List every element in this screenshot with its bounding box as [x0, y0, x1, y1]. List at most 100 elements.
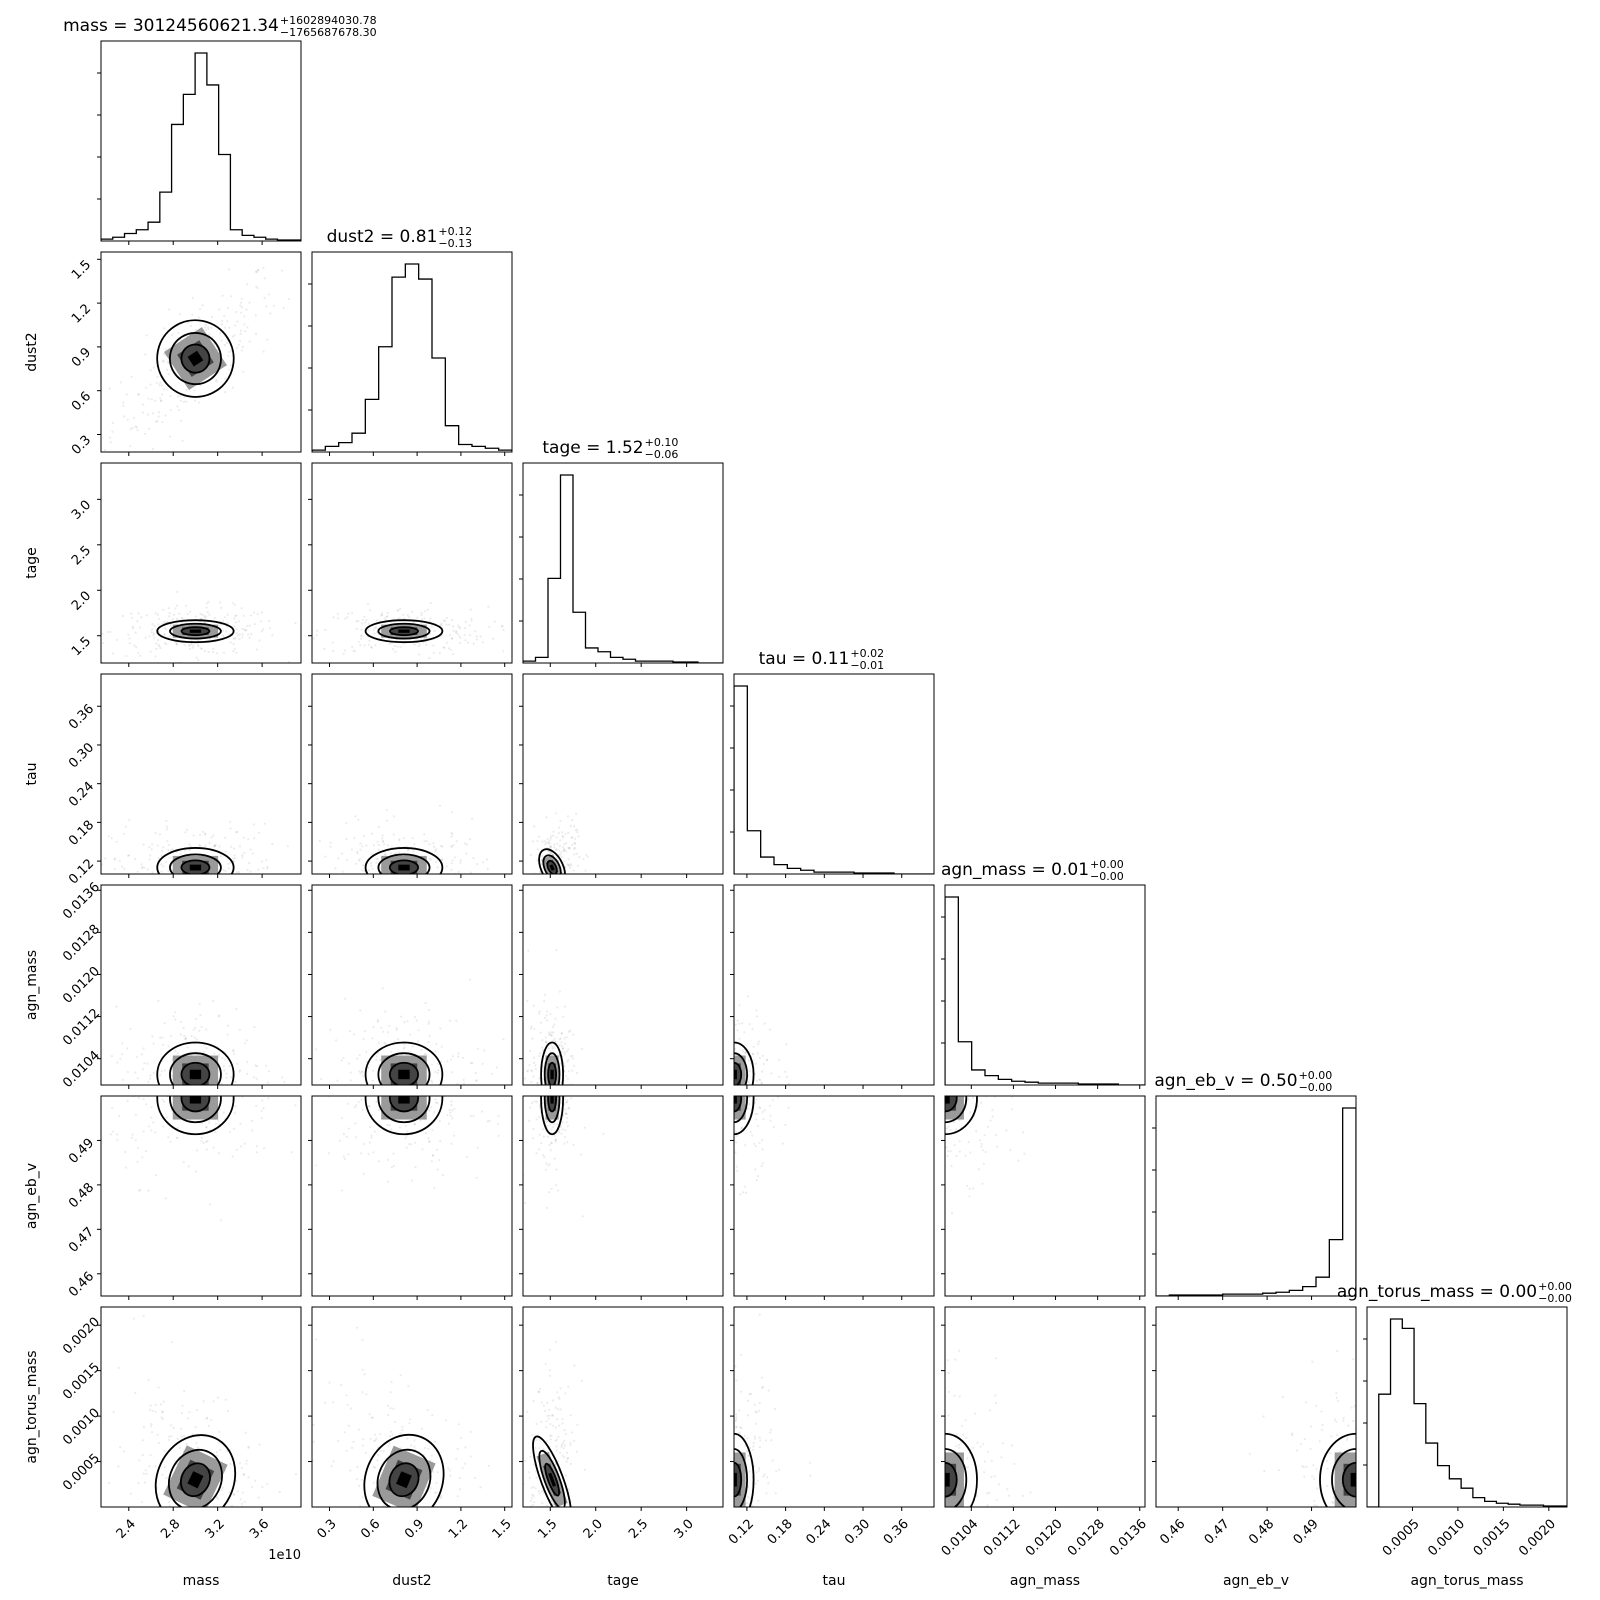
scatter-point: [149, 1404, 152, 1407]
scatter-point: [550, 851, 553, 855]
scatter-point: [685, 1092, 687, 1094]
scatter-point: [955, 1073, 957, 1075]
scatter-point: [549, 1438, 553, 1441]
scatter-point: [227, 354, 230, 357]
scatter-point: [555, 1168, 558, 1171]
scatter-point: [533, 1100, 536, 1103]
scatter-point: [450, 831, 453, 834]
scatter-point: [359, 644, 362, 647]
scatter-point: [787, 1106, 790, 1109]
scatter-point: [377, 1041, 381, 1044]
scatter-point: [396, 609, 399, 612]
scatter-point: [398, 1090, 400, 1092]
scatter-point: [553, 1123, 556, 1126]
scatter-point: [242, 370, 245, 373]
scatter-point: [535, 1152, 538, 1155]
scatter-point: [718, 1474, 720, 1476]
scatter-point: [145, 614, 148, 617]
scatter-point: [722, 1092, 724, 1094]
scatter-point: [477, 876, 479, 878]
scatter-point: [760, 1164, 763, 1167]
scatter-point: [207, 1424, 210, 1427]
scatter-point: [268, 1086, 270, 1088]
scatter-point: [561, 834, 564, 838]
scatter-point: [451, 653, 455, 656]
scatter-point: [523, 1077, 527, 1080]
scatter-point: [360, 628, 363, 631]
scatter-point: [581, 1215, 584, 1218]
scatter-point: [245, 308, 248, 311]
scatter-point: [210, 836, 213, 839]
scatter-point: [396, 645, 399, 648]
scatter-point: [565, 1085, 567, 1087]
panel-frame: [100, 884, 302, 1086]
scatter-point: [500, 624, 503, 627]
scatter-point: [440, 902, 442, 904]
scatter-point: [724, 1110, 726, 1112]
scatter-point: [408, 1422, 411, 1425]
scatter-point: [565, 1121, 568, 1124]
scatter-point: [757, 1409, 761, 1412]
scatter-point: [118, 1072, 120, 1074]
scatter-point: [560, 855, 563, 858]
scatter-point: [420, 618, 424, 621]
scatter-point: [189, 878, 191, 880]
scatter-point: [408, 1142, 411, 1146]
scatter-point: [534, 1121, 536, 1123]
scatter-point: [711, 1089, 713, 1091]
scatter-point: [720, 1061, 722, 1063]
scatter-point: [464, 1446, 467, 1449]
scatter-point: [461, 1056, 464, 1059]
scatter-point: [549, 837, 552, 840]
scatter-point: [373, 1439, 376, 1443]
scatter-point: [549, 835, 552, 838]
scatter-point: [113, 857, 116, 860]
scatter-point: [436, 866, 439, 869]
scatter-point: [454, 877, 456, 879]
scatter-point: [249, 870, 252, 873]
scatter-point: [572, 1042, 574, 1044]
scatter-point: [374, 1439, 377, 1442]
scatter-point: [287, 297, 290, 301]
scatter-point: [330, 1465, 333, 1468]
scatter-point: [573, 842, 576, 845]
scatter-point: [151, 843, 154, 846]
scatter-point: [386, 1031, 389, 1034]
scatter-point: [286, 1511, 288, 1513]
scatter-point: [363, 615, 366, 618]
panel-content: [312, 602, 505, 660]
scatter-point: [165, 642, 168, 646]
scatter-point: [552, 877, 554, 879]
scatter-point: [76, 618, 78, 620]
scatter-point: [403, 1046, 406, 1049]
scatter-point: [887, 1103, 889, 1105]
scatter-point: [549, 1423, 552, 1426]
scatter-point: [742, 1091, 744, 1093]
scatter-point: [319, 892, 321, 894]
scatter-point: [561, 1091, 563, 1093]
scatter-point: [561, 989, 563, 991]
scatter-point: [149, 1508, 151, 1510]
scatter-point: [463, 1462, 467, 1465]
scatter-point: [357, 1090, 359, 1092]
scatter-point: [951, 1082, 953, 1084]
scatter-point: [357, 1508, 359, 1510]
scatter-point: [743, 1120, 745, 1122]
scatter-point: [468, 624, 471, 627]
scatter-point: [203, 616, 206, 619]
scatter-point: [162, 1400, 165, 1403]
scatter-point: [253, 1076, 256, 1079]
scatter-point: [110, 837, 113, 840]
scatter-point: [330, 1127, 332, 1129]
scatter-point: [740, 1127, 743, 1130]
scatter-point: [250, 1087, 252, 1089]
scatter-point: [552, 877, 554, 879]
scatter-point: [129, 1492, 132, 1495]
scatter-point: [332, 1401, 335, 1404]
scatter-point: [148, 846, 151, 849]
scatter-point: [551, 1025, 555, 1028]
scatter-point: [285, 904, 287, 906]
scatter-point: [537, 879, 539, 881]
scatter-point: [975, 1130, 978, 1133]
scatter-point: [164, 1087, 166, 1089]
